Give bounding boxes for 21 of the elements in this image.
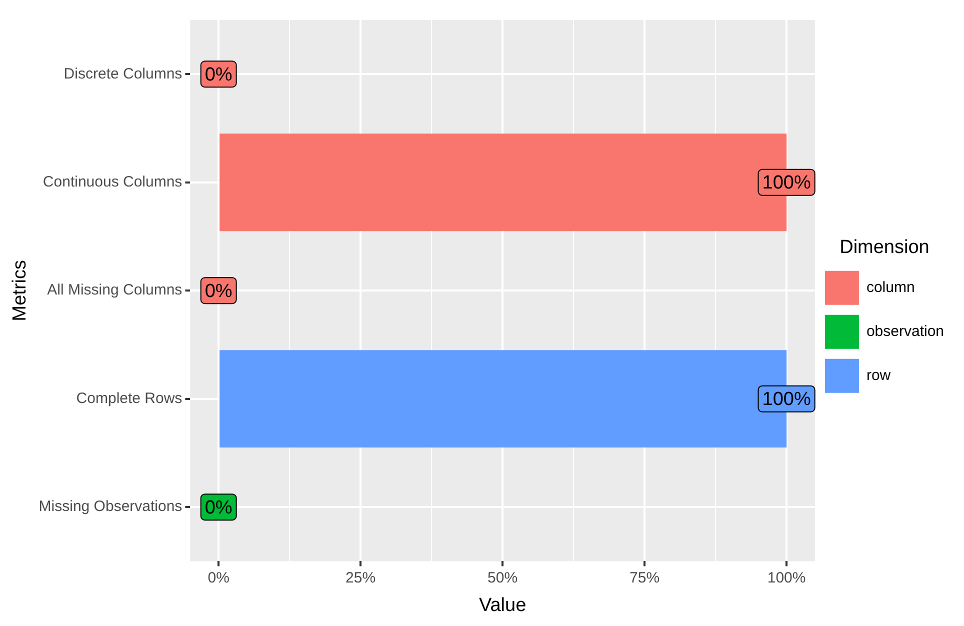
data-label: 0% bbox=[204, 497, 232, 518]
x-tick-label: 25% bbox=[346, 569, 376, 586]
legend-label: column bbox=[866, 279, 915, 296]
legend-label: observation bbox=[866, 323, 944, 340]
y-tick-label: Missing Observations bbox=[38, 498, 182, 516]
data-label: 0% bbox=[204, 280, 232, 302]
legend-label: row bbox=[866, 367, 891, 384]
y-axis-title: Metrics bbox=[10, 260, 31, 322]
x-tick-label: 75% bbox=[630, 569, 660, 586]
x-axis-title: Value bbox=[478, 594, 526, 616]
data-label: 100% bbox=[762, 172, 811, 194]
y-tick-label: All Missing Columns bbox=[47, 282, 182, 299]
legend-title: Dimension bbox=[840, 236, 930, 258]
x-tick-label: 100% bbox=[767, 569, 806, 586]
x-tick-label: 50% bbox=[488, 569, 518, 586]
data-label: 0% bbox=[204, 64, 232, 86]
data-label: 100% bbox=[762, 389, 811, 410]
x-tick-label: 0% bbox=[208, 569, 230, 586]
y-tick-label: Complete Rows bbox=[76, 390, 182, 407]
y-tick-label: Discrete Columns bbox=[64, 65, 182, 82]
y-tick-label: Continuous Columns bbox=[42, 174, 182, 190]
